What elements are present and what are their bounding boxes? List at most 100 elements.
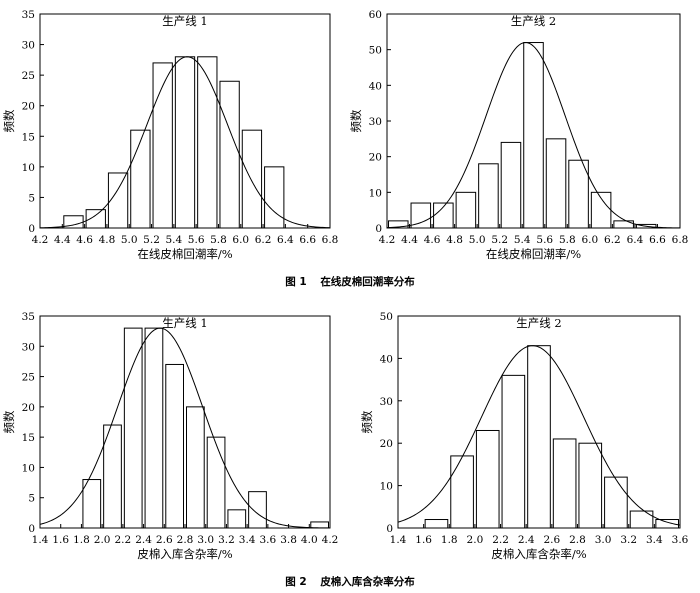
chart-4-x-tick-label: 2.4 xyxy=(518,534,535,546)
chart-4-x-tick-label: 2.6 xyxy=(543,534,560,546)
chart-3-x-tick-label: 1.8 xyxy=(73,534,90,546)
chart-3-x-tick-label: 4.2 xyxy=(322,534,339,546)
chart-1-x-tick-label: 6.4 xyxy=(277,234,294,246)
chart-1-y-axis-label: 频数 xyxy=(2,109,16,132)
chart-2-x-tick-label: 5.0 xyxy=(469,234,486,246)
chart-1-x-tick-label: 6.6 xyxy=(299,234,316,246)
chart-4-frame xyxy=(397,315,681,529)
chart-1-y-tick-label: 20 xyxy=(22,101,35,113)
figure-1-title: 在线皮棉回潮率分布 xyxy=(320,275,415,288)
chart-4-bar xyxy=(475,429,500,529)
chart-1-x-tick-label: 4.6 xyxy=(76,234,93,246)
chart-1-y-tick-label: 35 xyxy=(22,9,35,21)
chart-1-x-tick-label: 5.8 xyxy=(210,234,227,246)
chart-1-bar xyxy=(174,56,196,229)
chart-1-y-tick-label: 0 xyxy=(28,223,35,235)
chart-2-fit-curve xyxy=(386,42,681,229)
chart-2-bar xyxy=(455,191,477,229)
chart-3-x-tick-label: 3.8 xyxy=(280,534,297,546)
chart-2-bar xyxy=(523,42,544,229)
chart-1-bar xyxy=(241,129,263,229)
chart-3-y-tick-label: 10 xyxy=(22,462,35,474)
chart-4-y-tick-label: 0 xyxy=(386,523,393,535)
chart-1-bar xyxy=(130,129,151,229)
chart-4-x-axis-label: 皮棉入库含杂率/% xyxy=(491,547,586,561)
chart-2-x-tick-label: 6.2 xyxy=(604,234,621,246)
chart-2-y-tick-label: 50 xyxy=(369,45,382,57)
chart-2-x-tick-label: 5.4 xyxy=(514,234,531,246)
chart-1-x-tick-label: 5.2 xyxy=(143,234,160,246)
figure-1-number: 图 1 xyxy=(285,276,306,288)
chart-4-bar xyxy=(424,519,449,529)
chart-3-bar xyxy=(165,363,185,529)
chart-3-x-tick-label: 2.6 xyxy=(156,534,173,546)
chart-2-x-tick-label: 5.8 xyxy=(559,234,576,246)
chart-4-y-tick-label: 50 xyxy=(380,311,393,323)
chart-1-x-tick-label: 5.6 xyxy=(188,234,205,246)
chart-3-x-tick-label: 1.6 xyxy=(52,534,69,546)
chart-4-y-tick-label: 20 xyxy=(380,438,393,450)
chart-1-x-tick-label: 6.8 xyxy=(322,234,339,246)
chart-4-x-tick-label: 1.4 xyxy=(390,534,407,546)
chart-1-x-axis-label: 在线皮棉回潮率/% xyxy=(137,247,232,261)
chart-3-x-tick-label: 3.4 xyxy=(239,534,256,546)
chart-4-x-tick-label: 1.8 xyxy=(441,534,458,546)
chart-3-x-tick-label: 2.4 xyxy=(135,534,152,546)
chart-1-bar xyxy=(107,172,129,229)
chart-3-x-tick-label: 2.0 xyxy=(94,534,111,546)
chart-2-x-tick-label: 6.8 xyxy=(672,234,689,246)
chart-3-x-tick-label: 3.0 xyxy=(197,534,214,546)
chart-3-x-tick-label: 3.6 xyxy=(260,534,277,546)
chart-1: 4.2 4.4 4.6 4.8 5.0 5.2 5.4 5.6 5.8 6.0 6.2 6.4 6.6 6… xyxy=(2,9,338,261)
chart-3-x-tick-label: 2.2 xyxy=(115,534,132,546)
chart-2-y-tick-label: 40 xyxy=(369,80,382,92)
chart-3-x-tick-label: 1.4 xyxy=(32,534,49,546)
chart-3-y-tick-label: 5 xyxy=(28,493,35,505)
chart-3-y-tick-label: 30 xyxy=(22,341,35,353)
chart-2-x-axis-label: 在线皮棉回潮率/% xyxy=(486,247,581,261)
chart-1-x-tick-label: 4.2 xyxy=(32,234,49,246)
chart-3: 1.4 1.6 1.8 2.0 2.2 2.4 2.6 2.8 3.0 3.2 3.4 3.6 3.8 4… xyxy=(2,311,338,561)
chart-1-x-tick-label: 5.4 xyxy=(165,234,182,246)
chart-1-y-tick-label: 30 xyxy=(22,40,35,52)
chart-2-y-tick-label: 10 xyxy=(369,187,382,199)
chart-4-bar xyxy=(604,476,628,529)
chart-3-bar xyxy=(103,424,122,529)
chart-2-x-tick-label: 4.8 xyxy=(446,234,463,246)
chart-3-bar xyxy=(206,436,226,529)
chart-4-bar xyxy=(450,455,474,529)
figure-2-number: 图 2 xyxy=(285,576,306,588)
chart-2-bar xyxy=(478,163,499,229)
chart-1-x-tick-label: 6.2 xyxy=(255,234,272,246)
chart-1-x-tick-label: 5.0 xyxy=(121,234,138,246)
chart-1-bar xyxy=(197,56,218,229)
chart-3-bar xyxy=(310,521,329,529)
figure-2-caption: 图 2 皮棉入库含杂率分布 xyxy=(285,575,415,588)
chart-4-bar xyxy=(501,374,526,529)
chart-4-x-tick-label: 2.8 xyxy=(569,534,586,546)
chart-2-x-tick-label: 5.2 xyxy=(491,234,508,246)
chart-3-x-tick-label: 3.2 xyxy=(218,534,235,546)
chart-3-bar xyxy=(186,406,205,529)
chart-2-y-tick-label: 0 xyxy=(375,223,382,235)
chart-4-bar xyxy=(629,510,654,529)
chart-3-y-tick-label: 25 xyxy=(22,372,35,384)
chart-4-y-axis-label: 频数 xyxy=(360,410,374,433)
chart-1-bar xyxy=(264,166,285,229)
chart-2-x-tick-label: 4.4 xyxy=(401,234,418,246)
chart-4-x-tick-label: 3.0 xyxy=(595,534,612,546)
chart-3-fit-curve xyxy=(39,327,331,529)
chart-4-x-tick-label: 3.4 xyxy=(646,534,663,546)
chart-1-title: 生产线 1 xyxy=(162,14,207,28)
chart-4-x-tick-label: 2.0 xyxy=(467,534,484,546)
chart-4-y-tick-label: 30 xyxy=(380,396,393,408)
chart-3-y-tick-label: 35 xyxy=(22,311,35,323)
chart-4-x-tick-label: 3.6 xyxy=(672,534,689,546)
chart-3-bar xyxy=(248,491,267,529)
chart-2-x-tick-label: 6.6 xyxy=(649,234,666,246)
chart-1-x-tick-label: 4.4 xyxy=(54,234,71,246)
chart-3-bar xyxy=(144,327,164,529)
chart-3-bar xyxy=(123,327,143,529)
figure-2-title: 皮棉入库含杂率分布 xyxy=(319,575,415,588)
